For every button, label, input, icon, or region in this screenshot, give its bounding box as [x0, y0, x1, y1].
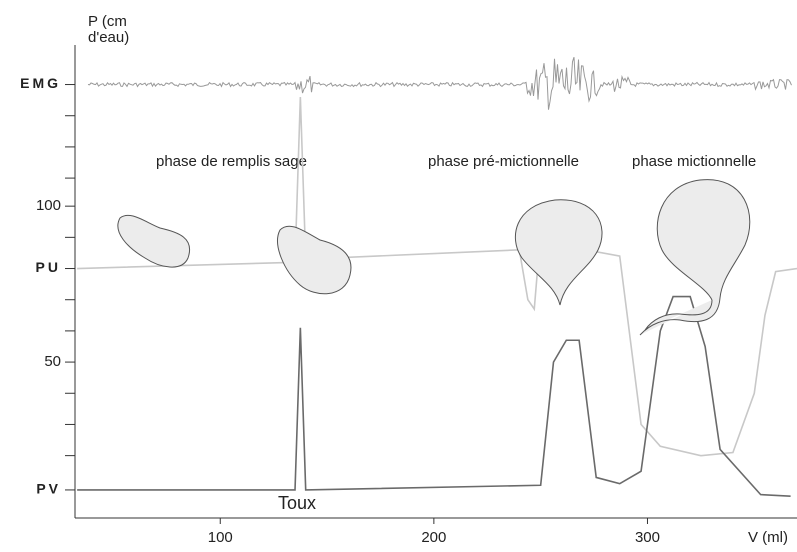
- x-axis-title: V (ml): [748, 529, 788, 546]
- y-axis-title: d'eau): [88, 29, 129, 46]
- bladder: [117, 214, 191, 268]
- x-tick-label: 300: [635, 529, 660, 546]
- y-tick-label: PU: [36, 259, 61, 275]
- y-tick-label: EMG: [20, 75, 61, 91]
- y-axis-title: P (cm: [88, 13, 127, 30]
- y-tick-label: PV: [36, 481, 61, 497]
- annotation: phase pré-mictionnelle: [428, 153, 579, 170]
- annotation: Toux: [278, 493, 316, 513]
- line: [77, 295, 791, 497]
- bladder: [514, 199, 603, 306]
- x-tick-label: 100: [208, 529, 233, 546]
- annotation: phase de remplis sage: [156, 153, 307, 170]
- y-tick-label: 50: [44, 353, 61, 370]
- bladder: [639, 179, 751, 336]
- emg-trace: [87, 56, 792, 110]
- bladder: [277, 225, 352, 295]
- x-tick-label: 200: [421, 529, 446, 546]
- annotation: phase mictionnelle: [632, 153, 756, 170]
- y-tick-label: 100: [36, 197, 61, 214]
